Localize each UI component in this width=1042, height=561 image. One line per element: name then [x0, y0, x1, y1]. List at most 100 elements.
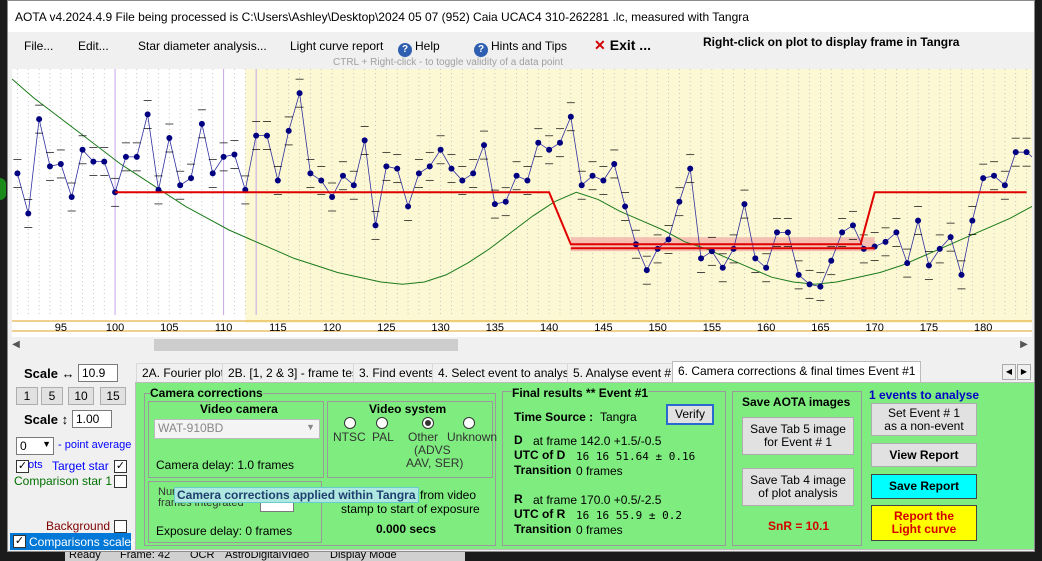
dots-checkbox[interactable]: ✓: [16, 460, 29, 473]
plot-hint: Right-click on plot to display frame in …: [703, 35, 960, 49]
tab-frame-test[interactable]: 2B. [1, 2 & 3] - frame test: [222, 363, 368, 383]
light-curve-point: [383, 163, 390, 170]
model-line: [115, 191, 1027, 246]
scale-button-1[interactable]: 1: [16, 387, 38, 405]
pal-radio[interactable]: [376, 417, 388, 429]
report-light-curve-button[interactable]: Report the Light curve: [871, 505, 977, 541]
scale-button-15[interactable]: 15: [100, 387, 126, 405]
left-control-panel: Scale ↔ 10.9 1 5 10 15 Scale ↕ 1.00 0 ▼ -…: [8, 356, 138, 551]
scale-button-10[interactable]: 10: [68, 387, 94, 405]
time-source-value: Tangra: [600, 410, 637, 424]
tab-scroll-right-icon[interactable]: ▶: [1017, 364, 1031, 380]
light-curve-point: [198, 120, 205, 127]
status-astro: AstroDigitalVideo: [225, 552, 310, 561]
status-ready: Ready: [69, 552, 101, 561]
x-tick-label: 135: [486, 322, 504, 334]
unknown-radio[interactable]: [463, 417, 475, 429]
comparisons-scaled-row[interactable]: [10, 533, 131, 550]
menu-help[interactable]: ? Help: [398, 39, 440, 57]
scroll-right-icon[interactable]: ▶: [1020, 339, 1028, 350]
r-transition-value: 0 frames: [576, 523, 623, 537]
menu-star-diameter[interactable]: Star diameter analysis...: [138, 39, 267, 53]
scale-button-5[interactable]: 5: [41, 387, 63, 405]
scale-v-input[interactable]: 1.00: [72, 410, 112, 428]
scroll-left-icon[interactable]: ◀: [12, 339, 20, 350]
light-curve-plot[interactable]: 95 100 105 110 115 120 125 130 135 140 145 150 155 16…: [12, 69, 1032, 337]
comparison-star-label: Comparison star 1: [14, 474, 113, 488]
r-transition-label: Transition: [514, 522, 572, 536]
x-tick-label: 160: [757, 322, 775, 334]
light-curve-point: [969, 217, 976, 224]
light-curve-point: [1001, 182, 1008, 189]
light-curve-point: [535, 139, 542, 146]
d-transition-value: 0 frames: [576, 464, 623, 478]
view-report-button[interactable]: View Report: [871, 443, 977, 467]
plot-subhint: CTRL + Right-click - to toggle validity …: [333, 57, 564, 68]
other-radio[interactable]: [422, 417, 434, 429]
scale-h-label: Scale ↔: [24, 366, 75, 381]
menu-exit[interactable]: ✕ Exit ...: [594, 37, 651, 54]
light-curve-point: [915, 217, 922, 224]
light-curve-point: [622, 203, 629, 210]
video-system-group: [327, 401, 493, 478]
tab-find-events[interactable]: 3. Find events: [353, 363, 441, 383]
light-curve-point: [578, 182, 585, 189]
light-curve-point: [676, 198, 683, 205]
light-curve-point: [806, 281, 813, 288]
tab-scroll-left-icon[interactable]: ◀: [1002, 364, 1016, 380]
tab-analyse-event[interactable]: 5. Analyse event #1: [567, 363, 684, 383]
light-curve-point: [795, 271, 802, 278]
menu-edit[interactable]: Edit...: [78, 39, 109, 53]
menu-hints[interactable]: ? Hints and Tips: [474, 39, 567, 57]
set-non-event-button[interactable]: Set Event # 1 as a non-event: [871, 403, 977, 436]
camera-model-select[interactable]: WAT-910BD ▼: [154, 419, 320, 439]
scroll-thumb[interactable]: [154, 339, 458, 351]
exposure-delay-label: Exposure delay: 0 frames: [156, 524, 293, 538]
tab-select-event[interactable]: 4. Select event to analyse: [432, 363, 582, 383]
status-frame: Frame: 42: [120, 552, 171, 561]
comparison-star-checkbox[interactable]: [114, 475, 127, 488]
light-curve-point: [68, 194, 75, 200]
light-curve-point: [133, 153, 140, 160]
background-checkbox[interactable]: [114, 520, 127, 533]
menu-light-curve-report[interactable]: Light curve report: [290, 39, 384, 53]
ntsc-radio[interactable]: [344, 417, 356, 429]
video-camera-title: Video camera: [200, 402, 278, 416]
scale-h-input[interactable]: 10.9: [78, 364, 118, 382]
help-circle-icon: ?: [398, 43, 412, 57]
tab-camera-corrections[interactable]: 6. Camera corrections & final times Even…: [672, 361, 922, 383]
light-curve-point: [285, 127, 292, 134]
save-tab4-button[interactable]: Save Tab 4 image of plot analysis: [742, 468, 854, 506]
light-curve-point: [774, 229, 780, 236]
target-star-checkbox[interactable]: ✓: [114, 460, 127, 473]
scale-v-label: Scale ↕: [24, 412, 69, 427]
x-tick-label: 130: [431, 322, 449, 334]
frames-integrated-label: Num frames integrated: [158, 486, 244, 509]
other-sub-1: (ADVS: [414, 443, 451, 457]
light-curve-point: [556, 139, 563, 146]
point-average-select[interactable]: 0 ▼: [16, 437, 54, 455]
light-curve-point: [589, 172, 596, 179]
tab-fourier[interactable]: 2A. Fourier plot: [136, 363, 231, 383]
verify-button[interactable]: Verify: [666, 404, 714, 425]
d-label: D: [514, 433, 523, 447]
events-to-analyse: 1 events to analyse: [869, 388, 980, 402]
ntsc-label: NTSC: [333, 430, 366, 444]
menu-file[interactable]: File...: [24, 39, 54, 53]
light-curve-point: [79, 146, 86, 153]
light-curve-point: [958, 271, 965, 278]
light-curve-point: [122, 153, 129, 160]
chevron-down-icon: ▼: [42, 439, 51, 449]
light-curve-point: [372, 222, 379, 229]
plot-horizontal-scrollbar[interactable]: ◀ ▶: [8, 337, 1034, 353]
noise-curve: [12, 78, 1032, 285]
x-tick-label: 110: [215, 322, 233, 334]
light-curve-point: [361, 137, 368, 144]
camera-corrections-title: Camera corrections: [150, 386, 263, 400]
comparisons-scaled-checkbox[interactable]: ✓: [13, 535, 26, 548]
save-report-button[interactable]: Save Report: [871, 474, 977, 499]
r-frame: at frame 170.0 +0.5/-2.5: [533, 493, 662, 507]
light-curve-point: [849, 222, 856, 229]
save-tab5-button[interactable]: Save Tab 5 image for Event # 1: [742, 417, 854, 455]
secs-value: 0.000 secs: [376, 522, 437, 536]
